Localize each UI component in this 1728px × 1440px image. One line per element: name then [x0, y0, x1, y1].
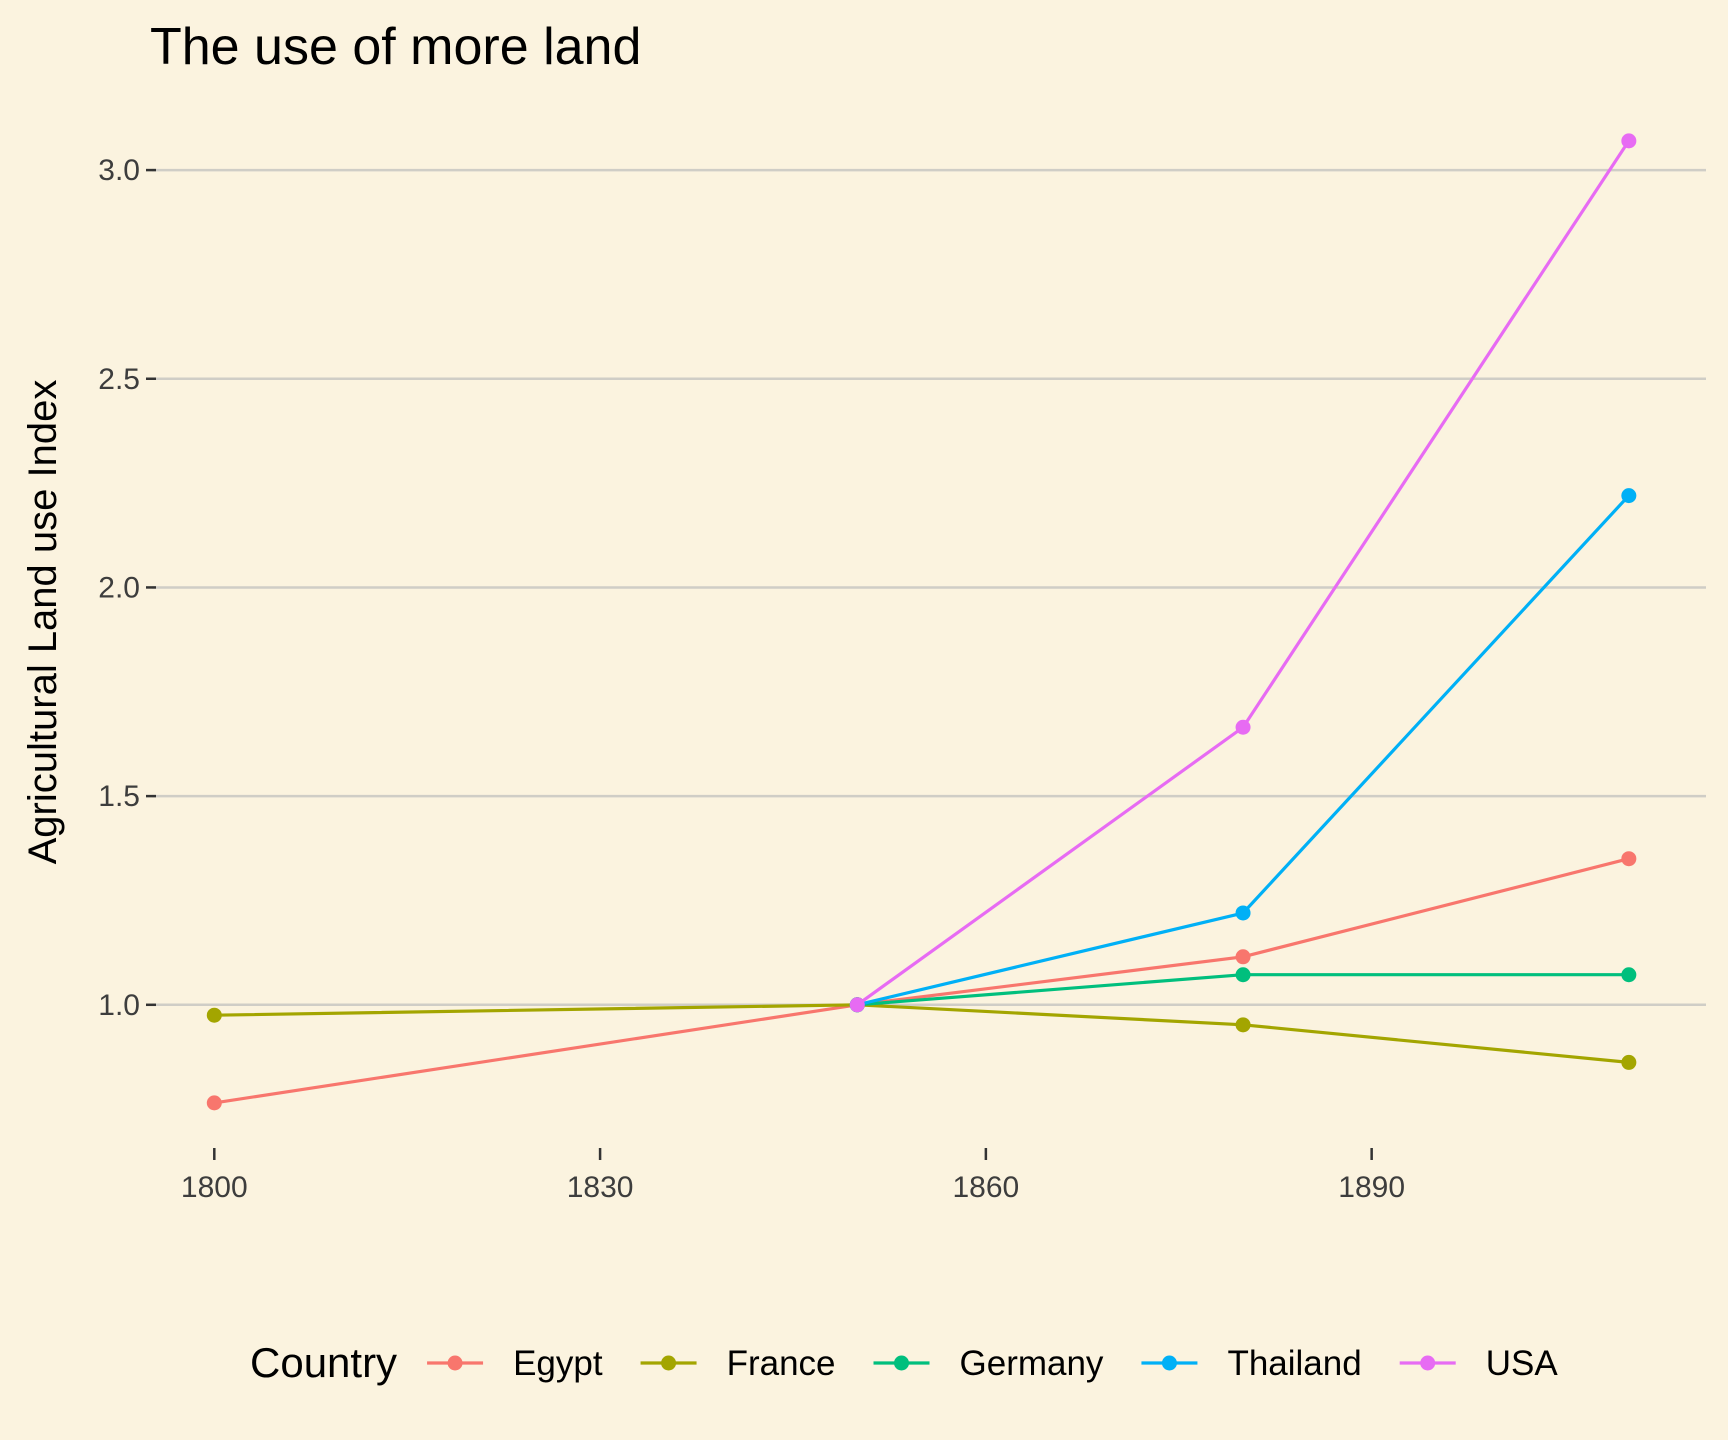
legend-key-point [1161, 1355, 1177, 1371]
series-france [206, 997, 1637, 1070]
data-point-usa [849, 997, 865, 1013]
series-germany [849, 967, 1637, 1013]
legend-key-point [1420, 1355, 1436, 1371]
data-point-france [1235, 1017, 1251, 1033]
legend-key-point [447, 1355, 463, 1371]
data-point-france [206, 1007, 222, 1023]
axes: 1.0 1.5 2.0 2.5 3.0 1800 1830 1860 1890 [98, 154, 1405, 1204]
legend: Country Egypt France Germany Thailand USA [250, 1339, 1558, 1386]
x-tick-label: 1830 [567, 1171, 634, 1204]
legend-item-egypt: Egypt [427, 1344, 603, 1383]
legend-title: Country [250, 1339, 397, 1386]
series-lines [206, 133, 1637, 1111]
grid-lines [152, 168, 1706, 1007]
data-point-usa [1235, 719, 1251, 735]
series-usa [849, 133, 1637, 1013]
y-tick-label: 1.5 [98, 780, 140, 813]
data-point-egypt [206, 1095, 222, 1111]
data-point-germany [1235, 967, 1251, 983]
series-line-france [214, 1003, 1629, 1064]
series-thailand [849, 488, 1637, 1013]
legend-label: Germany [960, 1344, 1104, 1383]
series-line-usa [856, 140, 1631, 1007]
legend-label: Thailand [1227, 1344, 1361, 1383]
legend-label: France [727, 1344, 836, 1383]
data-point-usa [1621, 133, 1637, 149]
chart-title: The use of more land [150, 18, 641, 76]
data-point-egypt [1235, 949, 1251, 965]
series-line-thailand [856, 494, 1630, 1007]
series-egypt [206, 851, 1637, 1111]
data-point-thailand [1621, 488, 1637, 504]
data-point-germany [1621, 967, 1637, 983]
legend-item-thailand: Thailand [1141, 1344, 1362, 1383]
x-tick-label: 1800 [181, 1171, 248, 1204]
data-point-thailand [1235, 905, 1251, 921]
data-point-egypt [1621, 851, 1637, 867]
series-line-egypt [214, 857, 1630, 1105]
y-tick-label: 2.5 [98, 363, 140, 396]
y-tick-label: 1.0 [98, 989, 140, 1022]
y-tick-label: 3.0 [98, 154, 140, 187]
x-tick-label: 1890 [1338, 1171, 1405, 1204]
legend-key-point [894, 1355, 909, 1371]
y-tick-label: 2.0 [98, 571, 140, 604]
legend-item-usa: USA [1399, 1344, 1559, 1383]
data-point-france [1621, 1054, 1637, 1070]
y-axis-label: Agricultural Land use Index [21, 380, 65, 865]
x-tick-label: 1860 [952, 1171, 1019, 1204]
legend-item-france: France [640, 1344, 836, 1383]
legend-key-point [661, 1355, 677, 1371]
legend-item-germany: Germany [873, 1344, 1104, 1383]
legend-label: USA [1486, 1344, 1559, 1383]
legend-label: Egypt [513, 1344, 603, 1383]
